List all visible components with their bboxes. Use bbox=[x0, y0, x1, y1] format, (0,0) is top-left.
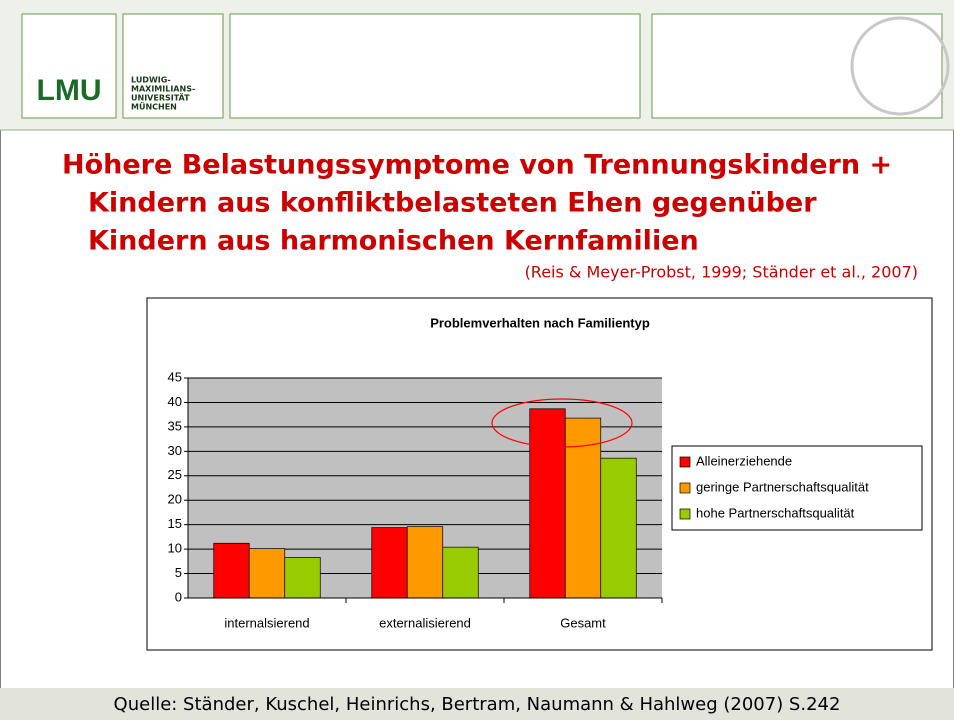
chart: Problemverhalten nach Familientyp 0 5 10 15 2… bbox=[168, 315, 923, 630]
chart-title: Problemverhalten nach Familientyp bbox=[430, 315, 650, 330]
bar bbox=[442, 546, 479, 599]
y-tick-label: 45 bbox=[168, 369, 182, 384]
legend-swatch bbox=[679, 508, 691, 520]
university-line: MÜNCHEN bbox=[131, 102, 177, 112]
bar bbox=[284, 557, 321, 599]
footer: Quelle: Ständer, Kuschel, Heinrichs, Ber… bbox=[114, 694, 841, 715]
footer-band bbox=[0, 688, 954, 720]
highlight-ellipse bbox=[491, 398, 633, 448]
name-box bbox=[122, 13, 224, 119]
university-line: LUDWIG- bbox=[131, 76, 171, 85]
bar bbox=[406, 526, 444, 599]
legend-label: Alleinerziehende bbox=[696, 453, 792, 468]
y-tick-label: 30 bbox=[168, 443, 182, 458]
legend-label: hohe Partnerschaftsqualität bbox=[696, 505, 855, 520]
header-box bbox=[229, 13, 641, 119]
y-tick-label: 5 bbox=[175, 565, 182, 580]
legend-label: geringe Partnerschaftsqualität bbox=[696, 479, 869, 494]
y-tick-label: 10 bbox=[168, 541, 182, 556]
y-tick-label: 35 bbox=[168, 418, 182, 433]
y-tick-label: 20 bbox=[168, 492, 182, 507]
seal-box bbox=[651, 13, 943, 119]
title-line: Höhere Belastungssymptome von Trennungsk… bbox=[62, 150, 892, 181]
legend-swatch bbox=[679, 456, 691, 468]
seal bbox=[850, 16, 950, 116]
y-tick-label: 0 bbox=[175, 589, 182, 604]
x-tick-label: Gesamt bbox=[560, 615, 606, 630]
citation: (Reis & Meyer-Probst, 1999; Ständer et a… bbox=[525, 263, 918, 282]
bar bbox=[213, 542, 250, 599]
x-tick-label: externalisierend bbox=[379, 615, 471, 630]
bar bbox=[564, 417, 602, 599]
bar bbox=[248, 548, 286, 599]
x-tick-label: internalsierend bbox=[224, 615, 309, 630]
bar bbox=[371, 527, 408, 599]
title-line: Kindern aus harmonischen Kernfamilien bbox=[88, 226, 699, 257]
title-line: Kindern aus konfliktbelasteten Ehen gege… bbox=[88, 188, 817, 219]
logo-box bbox=[21, 13, 117, 119]
university-line: MAXIMILIANS- bbox=[131, 85, 195, 94]
legend-box bbox=[671, 445, 923, 531]
y-tick-label: 15 bbox=[168, 516, 182, 531]
university-line: UNIVERSITÄT bbox=[131, 93, 190, 103]
logo: LMU bbox=[37, 74, 102, 107]
slide-title: Höhere Belastungssymptome von Trennungsk… bbox=[62, 150, 892, 257]
y-tick-label: 25 bbox=[168, 467, 182, 482]
bar bbox=[600, 457, 637, 599]
legend-swatch bbox=[679, 482, 691, 494]
y-tick-label: 40 bbox=[168, 394, 182, 409]
bar bbox=[529, 408, 566, 599]
